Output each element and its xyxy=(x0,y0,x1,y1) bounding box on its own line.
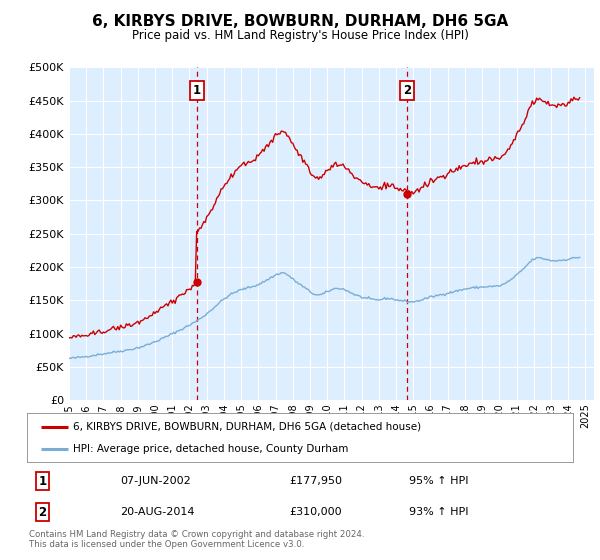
Text: 6, KIRBYS DRIVE, BOWBURN, DURHAM, DH6 5GA: 6, KIRBYS DRIVE, BOWBURN, DURHAM, DH6 5G… xyxy=(92,14,508,29)
Text: 2: 2 xyxy=(403,84,411,97)
Text: 1: 1 xyxy=(38,475,46,488)
Text: This data is licensed under the Open Government Licence v3.0.: This data is licensed under the Open Gov… xyxy=(29,540,304,549)
Text: Contains HM Land Registry data © Crown copyright and database right 2024.: Contains HM Land Registry data © Crown c… xyxy=(29,530,364,539)
Text: Price paid vs. HM Land Registry's House Price Index (HPI): Price paid vs. HM Land Registry's House … xyxy=(131,29,469,42)
Text: 95% ↑ HPI: 95% ↑ HPI xyxy=(409,476,469,486)
Text: 1: 1 xyxy=(193,84,201,97)
Text: 6, KIRBYS DRIVE, BOWBURN, DURHAM, DH6 5GA (detached house): 6, KIRBYS DRIVE, BOWBURN, DURHAM, DH6 5G… xyxy=(73,422,422,432)
Text: HPI: Average price, detached house, County Durham: HPI: Average price, detached house, Coun… xyxy=(73,444,349,454)
Text: 07-JUN-2002: 07-JUN-2002 xyxy=(120,476,191,486)
Text: 20-AUG-2014: 20-AUG-2014 xyxy=(120,507,194,517)
Text: £310,000: £310,000 xyxy=(289,507,342,517)
Text: £177,950: £177,950 xyxy=(289,476,342,486)
Text: 2: 2 xyxy=(38,506,46,519)
Text: 93% ↑ HPI: 93% ↑ HPI xyxy=(409,507,469,517)
